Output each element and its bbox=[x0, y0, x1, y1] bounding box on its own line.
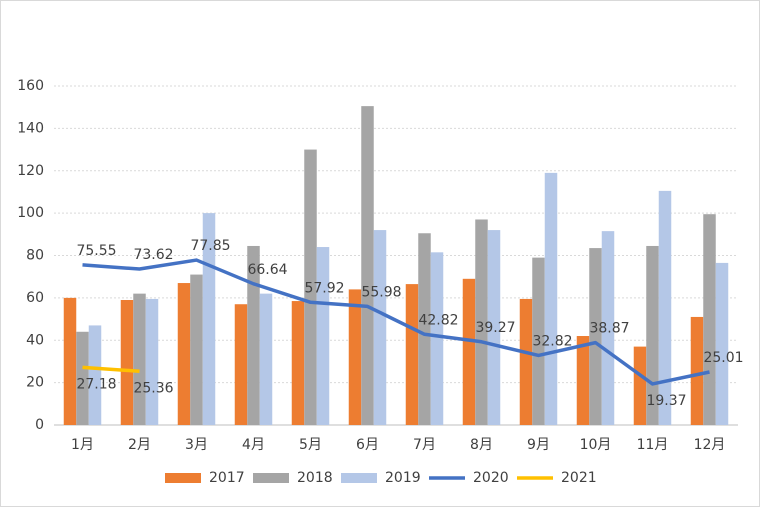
y-tick-label: 60 bbox=[26, 290, 44, 306]
data-label: 32.82 bbox=[532, 333, 572, 349]
legend-label: 2021 bbox=[561, 470, 597, 486]
y-tick-label: 80 bbox=[26, 248, 44, 264]
bar bbox=[316, 247, 330, 425]
y-tick-label: 100 bbox=[17, 205, 44, 221]
bar bbox=[519, 298, 533, 425]
bar bbox=[532, 257, 545, 425]
bar bbox=[544, 172, 558, 425]
x-tick-label: 11月 bbox=[637, 437, 669, 453]
legend-label: 2020 bbox=[473, 470, 509, 486]
data-label: 39.27 bbox=[475, 320, 515, 336]
bar bbox=[361, 106, 374, 426]
y-tick-label: 20 bbox=[26, 375, 44, 391]
bar bbox=[601, 231, 615, 425]
x-tick-label: 2月 bbox=[128, 437, 151, 453]
bar bbox=[658, 190, 672, 425]
bar bbox=[633, 346, 647, 425]
bar bbox=[291, 301, 305, 425]
legend-swatch bbox=[253, 473, 289, 483]
bar bbox=[418, 233, 431, 425]
data-label: 73.62 bbox=[133, 247, 173, 263]
bar bbox=[63, 297, 77, 425]
bar bbox=[462, 278, 476, 425]
bar bbox=[234, 304, 248, 425]
x-tick-label: 3月 bbox=[185, 437, 208, 453]
bar bbox=[190, 274, 203, 425]
y-tick-label: 120 bbox=[17, 163, 44, 179]
bar bbox=[76, 331, 89, 425]
y-tick-label: 160 bbox=[17, 78, 44, 94]
line-series bbox=[82, 258, 710, 386]
bar bbox=[576, 336, 590, 425]
bar bbox=[133, 293, 146, 425]
y-tick-label: 140 bbox=[17, 120, 44, 136]
x-tick-label: 5月 bbox=[299, 437, 322, 453]
data-label: 25.01 bbox=[703, 350, 743, 366]
bar bbox=[247, 245, 260, 425]
y-tick-label: 0 bbox=[35, 417, 44, 433]
bar bbox=[475, 219, 488, 425]
legend-swatch bbox=[341, 473, 377, 483]
line-series bbox=[82, 365, 140, 374]
x-tick-label: 1月 bbox=[71, 437, 94, 453]
data-label: 55.98 bbox=[361, 284, 401, 300]
data-label: 66.64 bbox=[247, 262, 287, 278]
bar bbox=[304, 149, 317, 425]
data-label: 25.36 bbox=[133, 380, 173, 396]
data-label: 38.87 bbox=[589, 321, 629, 337]
bar bbox=[88, 325, 102, 425]
x-tick-label: 6月 bbox=[356, 437, 379, 453]
x-tick-label: 4月 bbox=[242, 437, 265, 453]
bar bbox=[487, 230, 501, 425]
y-tick-label: 40 bbox=[26, 332, 44, 348]
bar bbox=[690, 316, 704, 425]
data-label: 19.37 bbox=[646, 393, 686, 409]
bar bbox=[703, 214, 716, 425]
x-tick-label: 9月 bbox=[527, 437, 550, 453]
data-label: 27.18 bbox=[76, 376, 116, 392]
bar bbox=[373, 230, 387, 425]
bar bbox=[348, 289, 362, 425]
bar bbox=[120, 299, 134, 425]
bar bbox=[430, 252, 444, 425]
data-label: 77.85 bbox=[190, 238, 230, 254]
bar bbox=[405, 284, 419, 425]
bar bbox=[715, 262, 729, 425]
bar bbox=[145, 298, 159, 425]
legend-label: 2017 bbox=[209, 470, 245, 486]
bar bbox=[589, 248, 602, 425]
bar bbox=[177, 283, 191, 425]
legend-label: 2018 bbox=[297, 470, 333, 486]
data-label: 42.82 bbox=[418, 312, 458, 328]
bar bbox=[259, 293, 273, 425]
data-label: 75.55 bbox=[76, 243, 116, 259]
legend-swatch bbox=[165, 473, 201, 483]
legend-label: 2019 bbox=[385, 470, 421, 486]
x-tick-label: 12月 bbox=[694, 437, 726, 453]
data-label: 57.92 bbox=[304, 280, 344, 296]
x-tick-label: 7月 bbox=[413, 437, 436, 453]
x-tick-label: 10月 bbox=[580, 437, 612, 453]
x-tick-label: 8月 bbox=[470, 437, 493, 453]
